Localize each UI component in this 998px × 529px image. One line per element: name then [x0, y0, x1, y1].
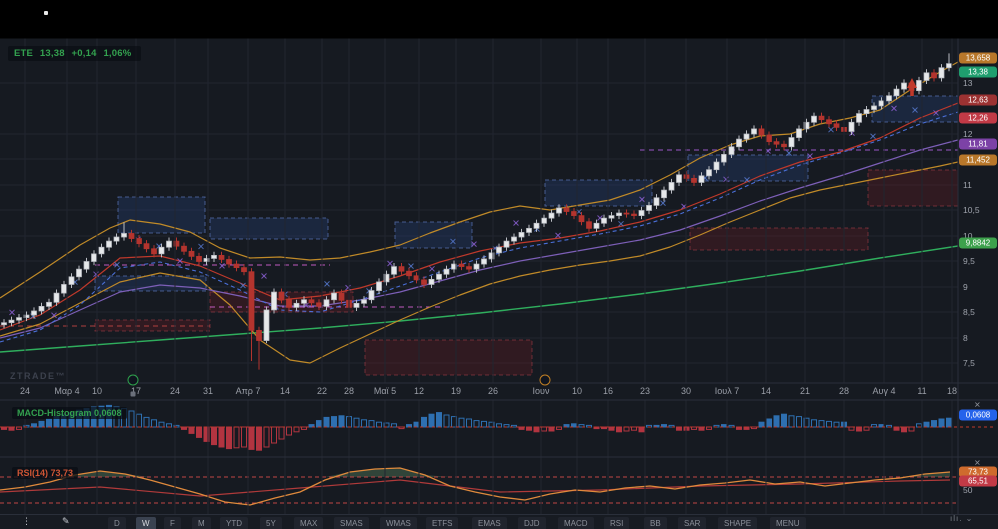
- time-tick-label: 31: [202, 386, 214, 396]
- toolbar-item-5y[interactable]: 5Y: [260, 517, 282, 529]
- price-badge: 9,8842: [959, 237, 997, 249]
- ticker-legend[interactable]: ETE 13,38 +0,14 1,06%: [8, 46, 142, 61]
- price-tick-label: 11: [963, 180, 972, 190]
- time-tick-label: Αυγ 4: [872, 386, 896, 396]
- time-tick-label: 14: [279, 386, 291, 396]
- time-tick-label: Μαρ 4: [54, 386, 80, 396]
- price-tick-label: 50: [963, 485, 973, 495]
- price-tick-label: 12: [963, 129, 973, 139]
- time-tick-label: 22: [316, 386, 328, 396]
- price-badge: 65,51: [959, 475, 997, 487]
- ticker-price: 13,38: [39, 48, 65, 59]
- time-tick-label: Απρ 7: [235, 386, 261, 396]
- toolbar-item-menu[interactable]: MENU: [770, 517, 806, 529]
- toolbar-item-macd[interactable]: MACD: [558, 517, 594, 529]
- event-marker-dividend[interactable]: [127, 374, 139, 386]
- price-badge: 13,38: [959, 66, 997, 78]
- toolbar-item-smas[interactable]: SMAS: [334, 517, 369, 529]
- macd-label-value: 0,0608: [94, 408, 122, 418]
- price-tick-label: 10,5: [963, 205, 980, 215]
- close-indicator-button[interactable]: ✕: [974, 400, 981, 410]
- price-badge: 11,452: [959, 154, 997, 166]
- rsi-label-value: 73,73: [50, 468, 74, 478]
- toolbar-item-rsi[interactable]: RSI: [604, 517, 630, 529]
- pane-control-icons[interactable]: ılı. ⌄: [950, 514, 974, 523]
- price-badge: 12,63: [959, 94, 997, 106]
- time-tick-label: Μαϊ 5: [373, 386, 397, 396]
- price-tick-label: 8,5: [963, 307, 975, 317]
- time-tick-label: 19: [450, 386, 462, 396]
- time-tick-label: 28: [343, 386, 355, 396]
- more-options-icon[interactable]: ⋮: [22, 516, 31, 526]
- price-badge: 0,0608: [959, 409, 997, 421]
- toolbar-item-d[interactable]: D: [108, 517, 126, 529]
- time-tick-label: 10: [91, 386, 103, 396]
- toolbar-item-sar[interactable]: SAR: [678, 517, 707, 529]
- window-dot: [44, 11, 48, 15]
- rsi-label-text: RSI(14): [17, 468, 49, 478]
- ticker-symbol: ETE: [14, 48, 34, 59]
- price-badge: 73,73: [959, 466, 997, 478]
- price-tick-label: 9: [963, 282, 968, 292]
- time-tick-label: 17: [130, 386, 142, 396]
- toolbar-item-bb[interactable]: BB: [644, 517, 667, 529]
- toolbar-item-djd[interactable]: DJD: [518, 517, 546, 529]
- time-tick-label: 21: [799, 386, 811, 396]
- time-tick-label: 18: [946, 386, 958, 396]
- price-tick-label: 10: [963, 231, 973, 241]
- time-tick-label: 16: [602, 386, 614, 396]
- toolbar-item-wmas[interactable]: WMAS: [380, 517, 417, 529]
- event-marker-earnings[interactable]: [539, 374, 551, 386]
- bottom-toolbar: ⋮ ✎ D W F M YTD 5Y MAX SMAS WMAS ETFS EMAS DJD MACD RSI…: [0, 514, 998, 529]
- ticker-change-pct: 1,06%: [103, 48, 132, 59]
- draw-pencil-icon[interactable]: ✎: [62, 516, 70, 526]
- price-tick-label: 9,5: [963, 256, 975, 266]
- time-tick-label: 11: [917, 386, 927, 396]
- time-tick-label: 26: [487, 386, 499, 396]
- time-tick-label: Ιουν: [532, 386, 550, 396]
- event-marker-sub: [130, 391, 136, 397]
- price-tick-label: 13: [963, 78, 973, 88]
- price-badge: 11,81: [959, 138, 997, 150]
- ticker-change: +0,14: [71, 48, 97, 59]
- toolbar-item-etfs[interactable]: ETFS: [426, 517, 459, 529]
- price-badge: 13,658: [959, 52, 997, 64]
- time-tick-label: 28: [838, 386, 850, 396]
- toolbar-item-ytd[interactable]: YTD: [220, 517, 248, 529]
- price-tick-label: 7,5: [963, 358, 975, 368]
- time-tick-label: 12: [413, 386, 425, 396]
- time-tick-label: 24: [169, 386, 181, 396]
- toolbar-item-f[interactable]: F: [164, 517, 181, 529]
- close-indicator-button[interactable]: ✕: [974, 458, 981, 468]
- watermark: ZTRADE™: [10, 371, 66, 381]
- rsi-indicator-label[interactable]: RSI(14) 73,73: [12, 467, 79, 479]
- toolbar-item-emas[interactable]: EMAS: [472, 517, 507, 529]
- price-tick-label: 8: [963, 333, 968, 343]
- toolbar-item-w[interactable]: W: [136, 517, 156, 529]
- price-badge: 12,26: [959, 112, 997, 124]
- macd-indicator-label[interactable]: MACD-Histogram 0,0608: [12, 407, 127, 419]
- toolbar-item-m[interactable]: M: [192, 517, 211, 529]
- time-tick-label: 10: [571, 386, 583, 396]
- toolbar-item-max[interactable]: MAX: [294, 517, 324, 529]
- time-tick-label: Ιουλ 7: [714, 386, 740, 396]
- toolbar-item-shape[interactable]: SHAPE: [718, 517, 758, 529]
- time-tick-label: 14: [760, 386, 772, 396]
- time-tick-label: 23: [639, 386, 651, 396]
- time-tick-label: 24: [19, 386, 31, 396]
- time-tick-label: 30: [680, 386, 692, 396]
- macd-label-text: MACD-Histogram: [17, 408, 92, 418]
